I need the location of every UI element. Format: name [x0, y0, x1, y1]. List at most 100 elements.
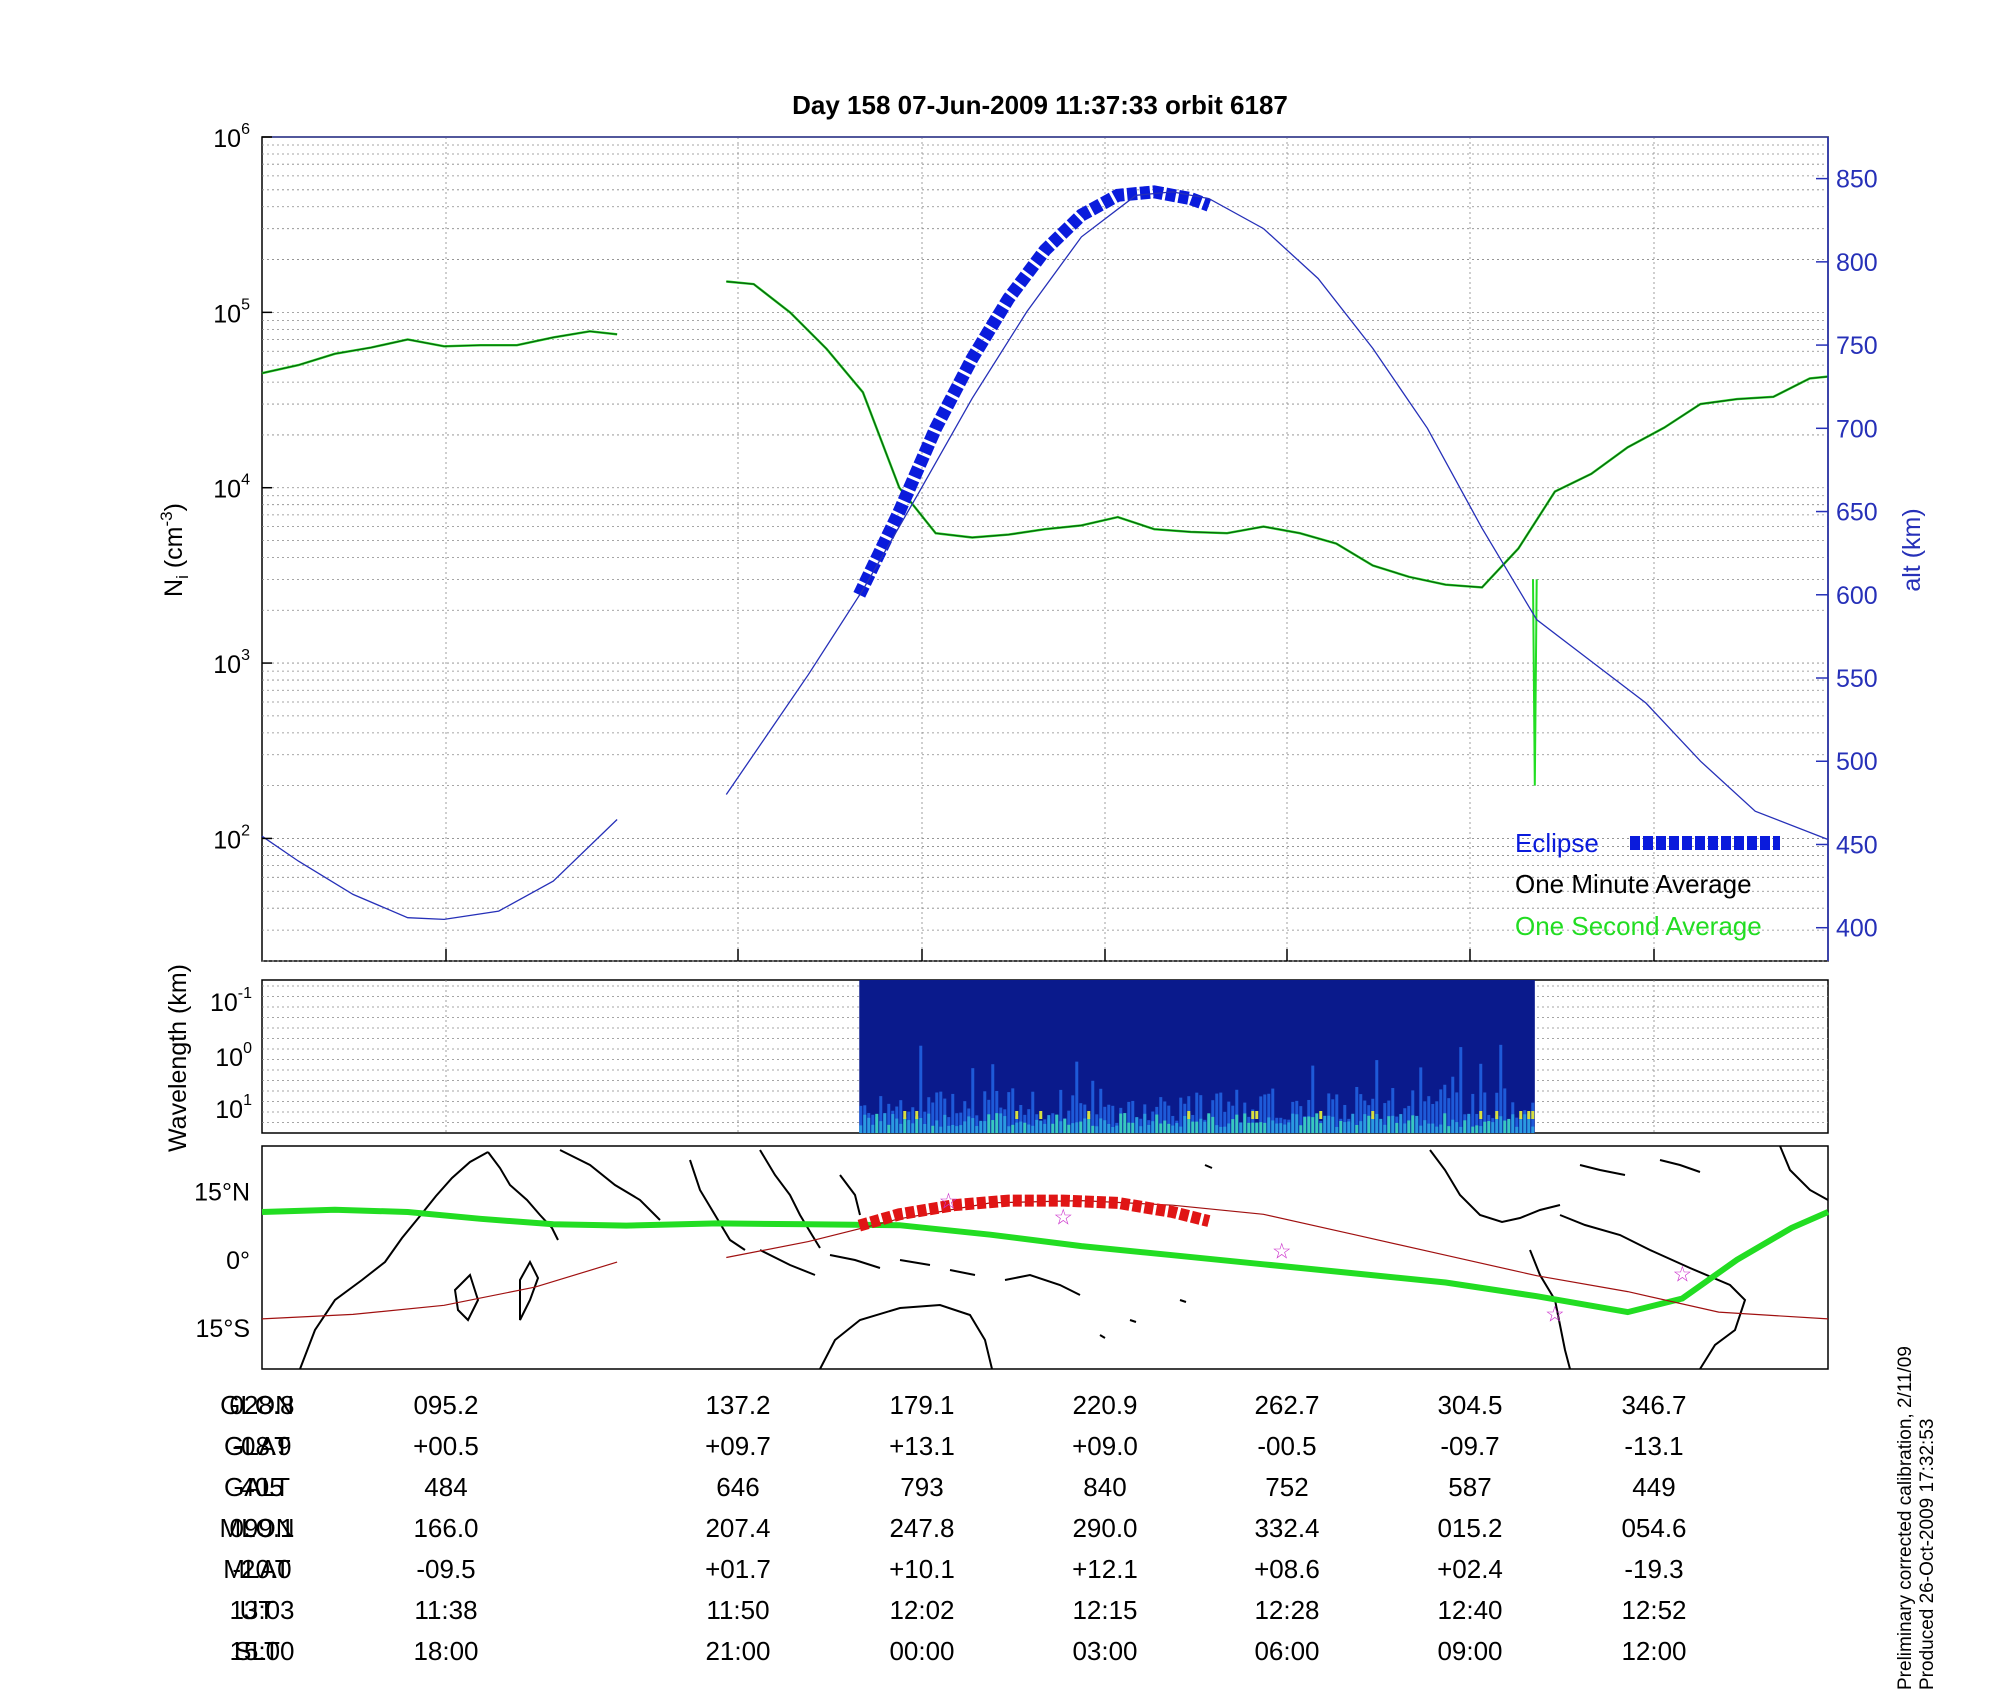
spectrogram-column-low — [935, 1120, 939, 1133]
spectrogram-column-low — [1171, 1125, 1175, 1133]
spectrogram-column-low — [923, 1123, 927, 1133]
spectrogram-column-low — [1487, 1121, 1491, 1133]
spectrogram-column — [963, 1101, 967, 1133]
spectrogram-column — [931, 1102, 935, 1133]
spectrogram-column-low — [1239, 1122, 1243, 1133]
spectrogram-column-low — [891, 1114, 895, 1133]
spectrogram-column-low — [1379, 1118, 1383, 1133]
spectrogram-hot — [903, 1111, 907, 1119]
spectrogram-column-low — [1279, 1123, 1283, 1133]
spectrogram-column — [1227, 1101, 1231, 1133]
spectrogram-column — [1111, 1105, 1115, 1133]
spectrogram-column-low — [1191, 1121, 1195, 1133]
spectrogram-column — [1471, 1093, 1475, 1133]
spectrogram-column — [1075, 1061, 1079, 1133]
spectrogram-column-low — [1463, 1120, 1467, 1133]
table-cell: 03:00 — [1072, 1636, 1137, 1666]
spectrogram-y-label: Wavelength (km) — [164, 964, 192, 1152]
spectrogram-column-low — [1383, 1124, 1387, 1133]
table-cell: 346.7 — [1621, 1390, 1686, 1420]
spectrogram-column-low — [1071, 1123, 1075, 1133]
spectrogram-hot — [1255, 1111, 1259, 1119]
spectrogram-column-low — [1211, 1116, 1215, 1133]
produced-line: Produced 26-Oct-2009 17:32:53 — [1917, 1418, 1938, 1690]
spectrogram-column-low — [1135, 1117, 1139, 1133]
alt-tick-label: 500 — [1836, 748, 1878, 776]
table-cell: 054.6 — [1621, 1513, 1686, 1543]
exponent: 0 — [243, 1040, 252, 1057]
table-row-label: SLT — [234, 1636, 280, 1666]
spectrogram-column — [1007, 1092, 1011, 1133]
spectrogram-column-low — [1019, 1121, 1023, 1133]
alt-tick-label: 800 — [1836, 249, 1878, 277]
spectrogram-column — [1443, 1084, 1447, 1133]
table-row-label: GLAT — [224, 1431, 290, 1461]
spectrogram-hot — [1531, 1111, 1535, 1119]
spectrogram-column-low — [1147, 1124, 1151, 1133]
spectrogram-column-low — [1231, 1119, 1235, 1133]
alt-y-ticks: 400 450 500 550 600 650 700 750 800 850 — [1816, 166, 1878, 943]
spectrogram-column — [1171, 1115, 1175, 1133]
table-cell: 220.9 — [1072, 1390, 1137, 1420]
spectrogram-tick-label: 100 — [215, 1040, 252, 1072]
spectrogram-column-low — [1355, 1124, 1359, 1133]
spectrogram-column — [951, 1093, 955, 1133]
spectrogram-column-low — [1399, 1114, 1403, 1133]
density-y-label: Ni (cm-3) — [157, 503, 192, 597]
spectrogram-column-low — [1327, 1115, 1331, 1133]
spectrogram-hot — [1039, 1111, 1043, 1119]
spectrogram-y-ticks: 10-1 100 101 — [210, 985, 252, 1124]
map-tick-label: 0° — [226, 1247, 250, 1275]
spectrogram-hot — [1519, 1111, 1523, 1119]
spectrogram-column-low — [1495, 1115, 1499, 1133]
spectrogram-column-low — [1023, 1122, 1027, 1133]
spectrogram-column-low — [907, 1120, 911, 1133]
spectrogram-column-low — [1419, 1125, 1423, 1133]
map-plot-area: ☆ ☆ ☆ ☆ ☆ — [261, 1189, 1830, 1326]
spectrogram-column-low — [915, 1116, 919, 1133]
spectrogram-column — [1343, 1104, 1347, 1133]
spectrogram-column-low — [1323, 1115, 1327, 1133]
alt-tick-label: 650 — [1836, 499, 1878, 527]
alt-tick-label: 400 — [1836, 915, 1878, 943]
table-cell: 12:40 — [1437, 1595, 1502, 1625]
spectrogram-column — [1447, 1098, 1451, 1133]
spectrogram-column-low — [1291, 1113, 1295, 1133]
spectrogram-column-low — [955, 1126, 959, 1133]
spectrogram-column-low — [1139, 1126, 1143, 1133]
spectrogram-tick-label: 101 — [215, 1092, 252, 1124]
spectrogram-column-low — [1163, 1120, 1167, 1133]
spectrogram-column-low — [1439, 1124, 1443, 1133]
legend-second-label: One Second Average — [1515, 911, 1762, 941]
table-row-label: GALT — [224, 1472, 290, 1502]
spectrogram-column-low — [947, 1125, 951, 1133]
spectrogram-column-low — [1455, 1122, 1459, 1133]
spectrogram-column — [1503, 1088, 1507, 1133]
spectrogram-column-low — [1523, 1114, 1527, 1133]
exponent: 5 — [241, 296, 250, 313]
spectrogram-column-low — [1083, 1118, 1087, 1133]
spectrogram-column-low — [859, 1125, 863, 1133]
spectrogram-column-low — [1255, 1122, 1259, 1133]
spectrogram-column-low — [1331, 1116, 1335, 1133]
spectrogram-tick-label: 10-1 — [210, 985, 252, 1017]
table-cell: 18:00 — [413, 1636, 478, 1666]
spectrogram-hot — [1319, 1111, 1323, 1119]
spectrogram-column-low — [1499, 1116, 1503, 1133]
spectrogram-column — [1263, 1094, 1267, 1133]
spectrogram-column — [947, 1117, 951, 1133]
spectrogram-column-low — [1395, 1122, 1399, 1133]
spectrogram-column-low — [1415, 1115, 1419, 1133]
table-row-label: UT — [240, 1595, 275, 1625]
exponent: 6 — [241, 121, 250, 138]
spectrogram-column-low — [1459, 1126, 1463, 1133]
spectrogram-column — [1311, 1065, 1315, 1133]
table-cell: 028.8 — [229, 1390, 294, 1420]
spectrogram-column-low — [1195, 1121, 1199, 1133]
spectrogram-hot — [1087, 1111, 1091, 1119]
star-marker: ☆ — [1272, 1239, 1292, 1264]
table-cell: -09.5 — [416, 1554, 475, 1584]
spectrogram-column — [879, 1096, 883, 1133]
legend: Eclipse One Minute Average One Second Av… — [1515, 828, 1780, 941]
spectrogram-column-low — [871, 1124, 875, 1133]
